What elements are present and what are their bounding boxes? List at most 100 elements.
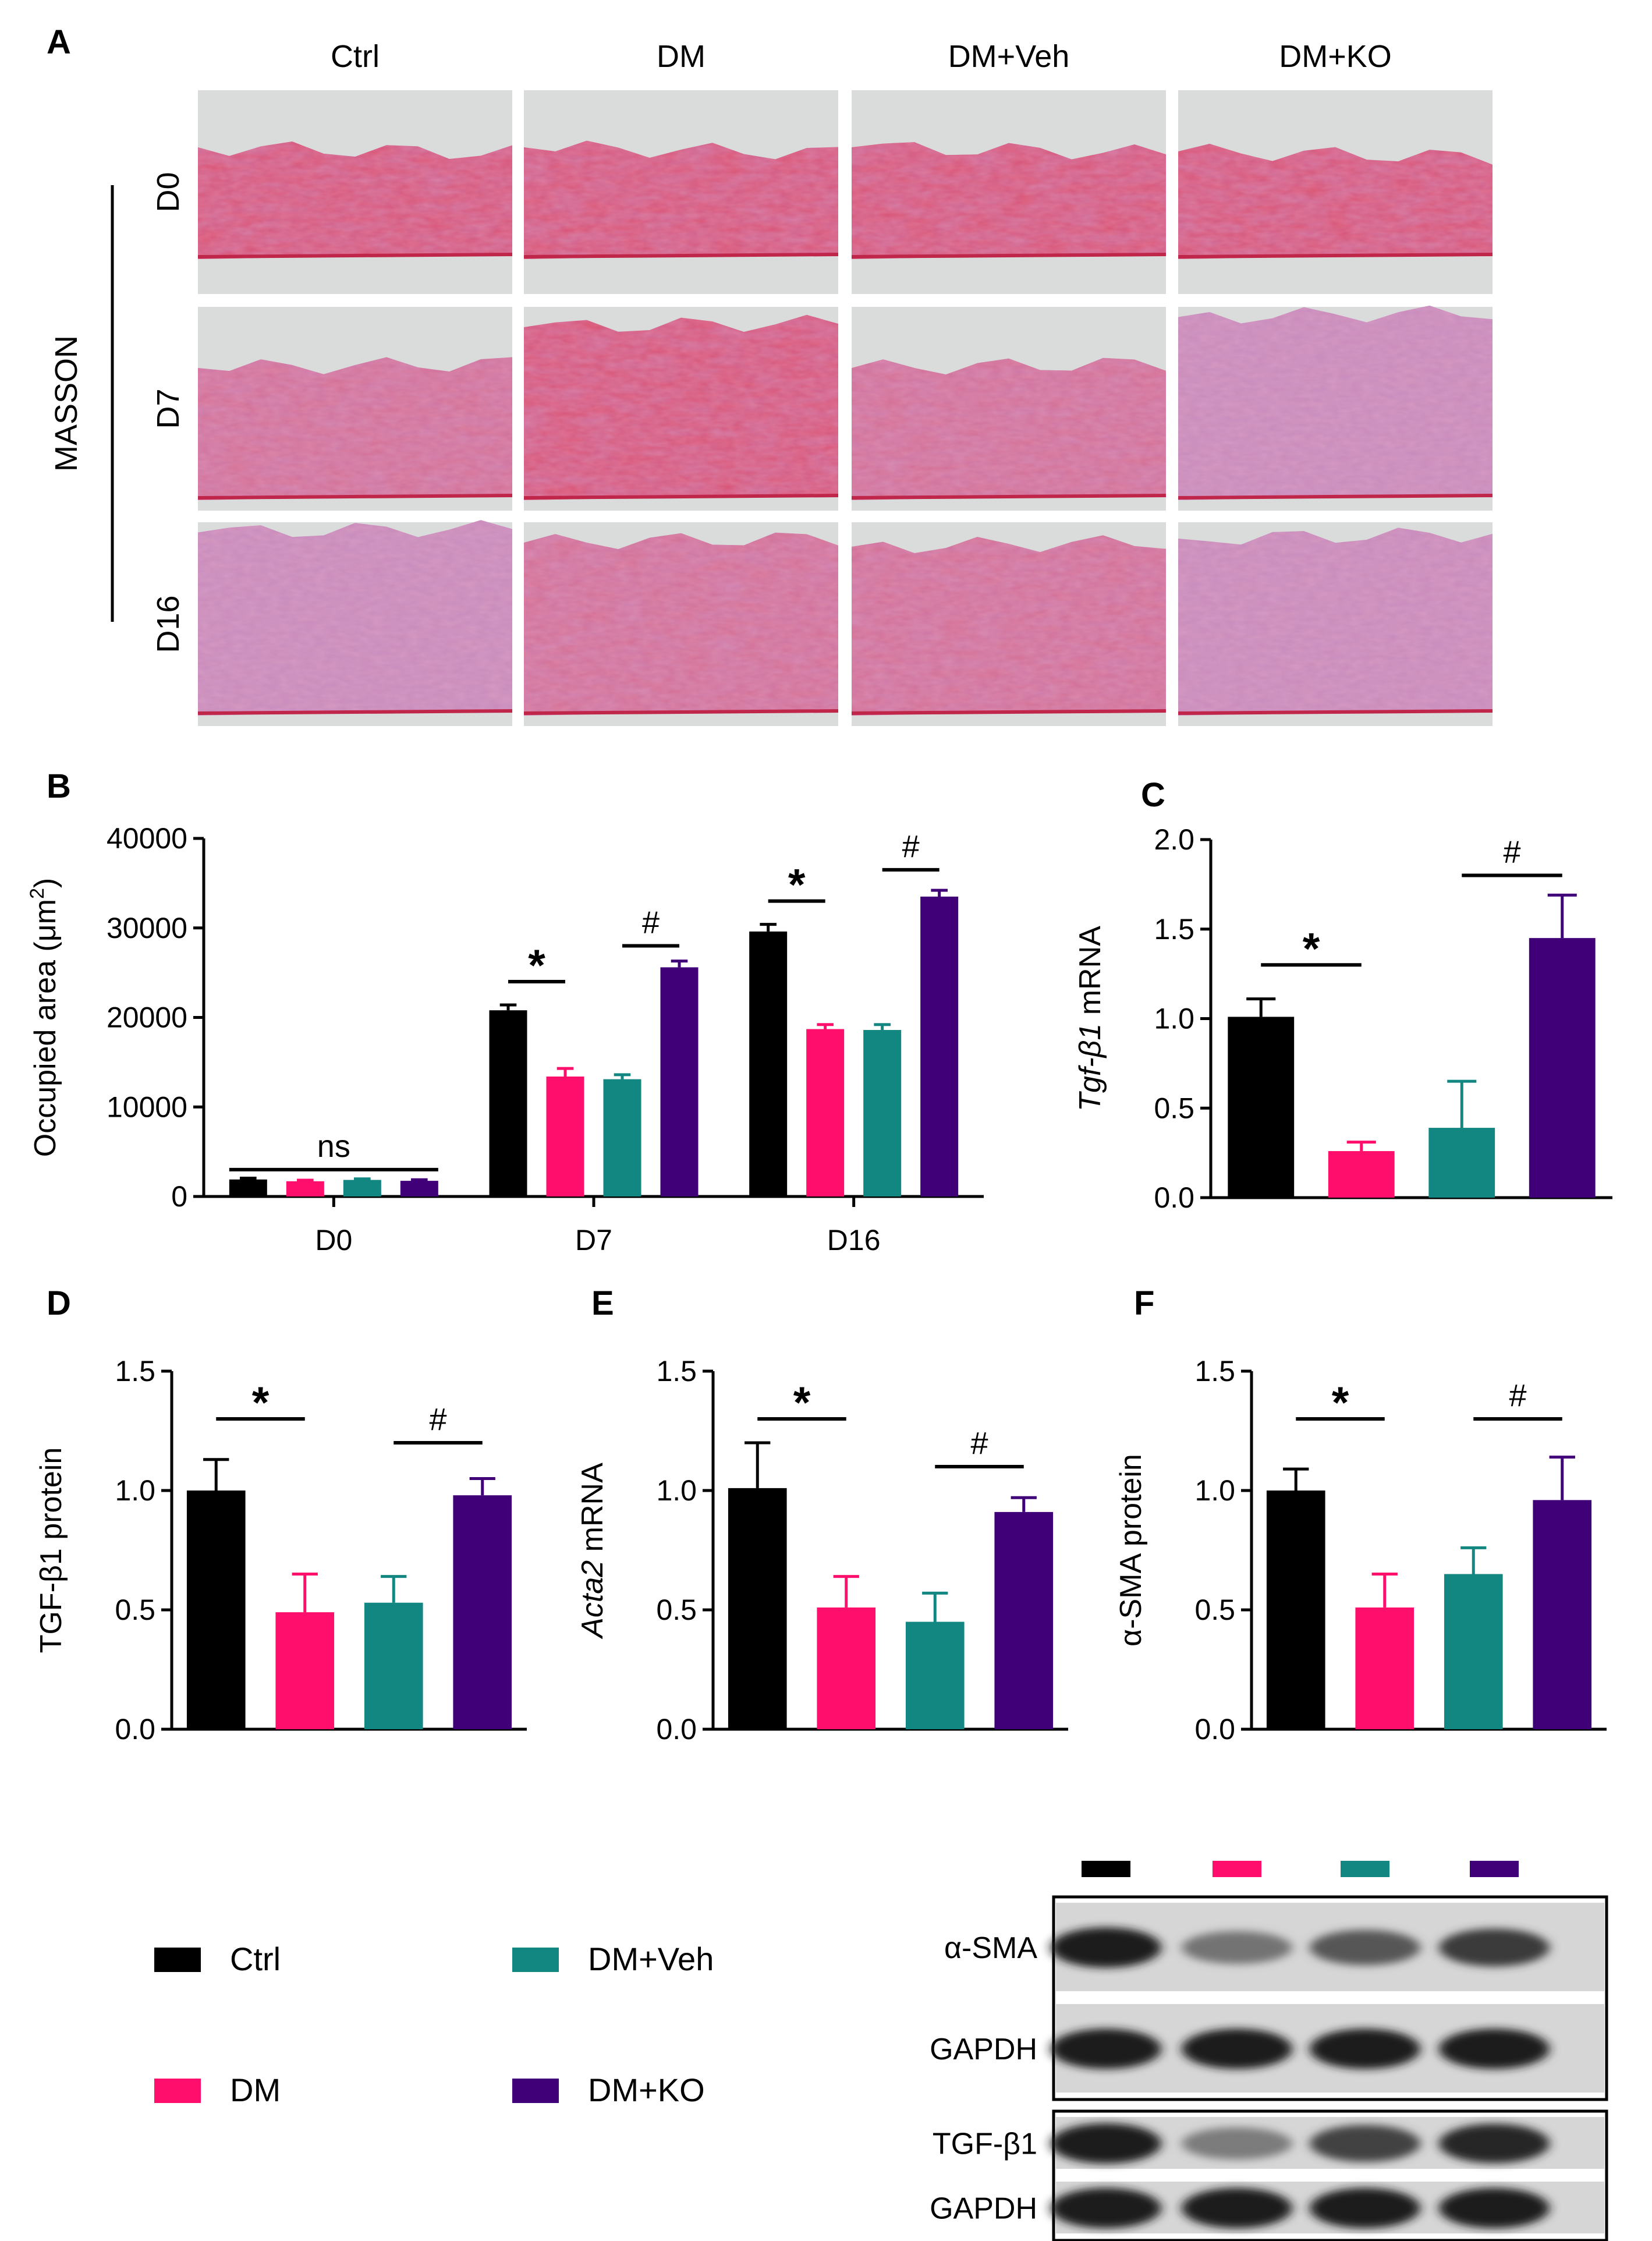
bar-dm-ko-error-bar — [1547, 893, 1577, 939]
panel-letter-f: F — [1134, 1284, 1154, 1322]
significance-label: * — [252, 1378, 270, 1428]
legend-item-dm: DM — [154, 2072, 281, 2108]
bar-dm-veh — [364, 1602, 423, 1729]
y-tick-label: 20000 — [107, 1001, 187, 1034]
panel-f-asma-protein-chart: F 0.0 0.5 1.0 1.5 α-SMA protein * # — [1114, 1284, 1607, 1746]
epidermis-edge — [851, 253, 1167, 259]
bar-dm-error-bar — [1346, 1141, 1376, 1152]
bar-ctrl — [186, 1491, 246, 1729]
blot-band — [1182, 2187, 1292, 2229]
epidermis-edge — [523, 494, 839, 500]
legend-swatch-dm-ko — [512, 2079, 559, 2103]
lane-marker-ctrl — [1082, 1861, 1130, 1877]
epidermis-edge — [523, 253, 839, 259]
masson-label: MASSON — [49, 335, 84, 472]
y-axis-label-end: ) — [29, 878, 62, 888]
significance-label: # — [1503, 835, 1520, 870]
legend-swatch-ctrl — [154, 1948, 201, 1972]
tissue-texture-fine — [852, 357, 1166, 500]
blot-label-gapdh: GAPDH — [930, 2033, 1037, 2066]
row-label-d7: D7 — [151, 388, 186, 429]
bar-dm-ko-error-bar — [1011, 1496, 1037, 1512]
blot-band — [1439, 1928, 1550, 1967]
y-tick-label: 0.0 — [1194, 1713, 1235, 1746]
micrograph-dm-d0 — [523, 90, 839, 294]
y-axis-label: TGF-β1 protein — [34, 1447, 68, 1654]
y-tick-label: 1.5 — [1194, 1355, 1235, 1387]
group-legend: Ctrl DM+Veh DM DM+KO — [154, 1941, 714, 2108]
y-axis-label: α-SMA protein — [1114, 1454, 1148, 1647]
blot-band — [1439, 2187, 1550, 2229]
lane-marker-dm-ko — [1470, 1861, 1519, 1877]
bar-dm-veh-d7-error-bar — [614, 1073, 631, 1079]
micrograph-ctrl-d16 — [197, 520, 513, 726]
bar-ctrl-error-bar — [745, 1441, 771, 1488]
panel-letter-a: A — [47, 23, 71, 61]
micrograph-dm-veh-d16 — [851, 522, 1167, 726]
y-tick-label: 1.0 — [656, 1474, 697, 1507]
blot-band — [1310, 1930, 1420, 1966]
column-label-dm-veh: DM+Veh — [948, 39, 1070, 74]
y-axis-label: Occupied area (μm2) — [26, 878, 62, 1157]
bar-dm — [275, 1612, 335, 1729]
bar-dm-veh-d16-error-bar — [874, 1023, 891, 1031]
panel-c-tgfb1-mrna-chart: C 0.0 0.5 1.0 1.5 2.0 Tgf-β1 mRNA * # — [1073, 776, 1612, 1214]
y-tick-label: 0.0 — [1154, 1181, 1194, 1214]
significance-label: * — [1303, 924, 1320, 973]
epidermis-edge — [197, 709, 513, 715]
epidermis-edge — [197, 494, 513, 500]
bar-dm-d16 — [806, 1029, 845, 1196]
bar-dm-ko — [1533, 1500, 1592, 1729]
bar-dm — [1355, 1607, 1415, 1729]
y-axis-label: Acta2 mRNA — [576, 1463, 609, 1640]
significance-label: ns — [317, 1129, 350, 1164]
blot-band — [1051, 2123, 1161, 2164]
bar-ctrl-error-bar — [203, 1458, 229, 1491]
micrograph-dm-veh-d7 — [851, 307, 1167, 511]
bar-dm-ko-d0 — [400, 1181, 438, 1196]
bar-ctrl — [1228, 1017, 1295, 1198]
y-tick-label: 1.0 — [1194, 1474, 1235, 1507]
y-tick-label: 30000 — [107, 912, 187, 944]
panel-letter-e: E — [591, 1284, 614, 1322]
bar-dm-ko-error-bar — [469, 1477, 495, 1496]
bar-dm-d7-error-bar — [556, 1067, 574, 1077]
micrograph-ctrl-d0 — [197, 90, 513, 294]
blot-label-sma: α-SMA — [944, 1931, 1037, 1965]
epidermis-edge — [1178, 709, 1493, 715]
blot-band — [1051, 1927, 1161, 1968]
significance-label: # — [429, 1402, 446, 1437]
tissue-texture-fine — [198, 357, 512, 500]
x-tick-label-d7: D7 — [575, 1224, 612, 1256]
bar-dm-veh-d0 — [343, 1180, 381, 1196]
blot-band — [1310, 2187, 1420, 2229]
blot-label-gapdh: GAPDH — [930, 2192, 1037, 2226]
epidermis-edge — [1178, 494, 1493, 500]
bar-dm-ko-d16 — [920, 896, 959, 1196]
significance-label: # — [1509, 1378, 1526, 1413]
tissue-texture-fine — [524, 532, 838, 716]
blot-band — [1310, 2125, 1420, 2162]
bar-dm-veh-error-bar — [1460, 1546, 1487, 1574]
bar-dm — [817, 1607, 876, 1729]
bar-dm-veh — [1428, 1128, 1495, 1198]
bar-ctrl — [728, 1488, 787, 1729]
epidermis-edge — [1178, 253, 1493, 259]
y-tick-label: 1.0 — [1154, 1003, 1194, 1035]
bar-dm-veh-error-bar — [922, 1591, 948, 1622]
tissue-texture-fine — [852, 535, 1166, 716]
bar-dm-d0-error-bar — [297, 1178, 314, 1182]
bar-dm-veh-error-bar — [1447, 1079, 1477, 1128]
y-axis-label-rest: mRNA — [1073, 926, 1107, 1024]
y-axis-label-main: Occupied area (μm — [29, 899, 62, 1157]
y-axis-label-superscript: 2 — [26, 888, 48, 899]
significance-label: * — [528, 941, 545, 990]
bar-dm-d0 — [286, 1181, 324, 1196]
bar-dm-error-bar — [292, 1573, 318, 1613]
y-tick-label: 0.5 — [656, 1594, 697, 1626]
epidermis-edge — [197, 253, 513, 259]
bar-dm-veh-d7 — [603, 1079, 641, 1196]
x-tick-label-d0: D0 — [315, 1224, 352, 1256]
western-blot: α-SMA GAPDH TGF-β1 GAPDH — [930, 1861, 1608, 2241]
legend-label-dm-ko: DM+KO — [588, 2072, 705, 2108]
